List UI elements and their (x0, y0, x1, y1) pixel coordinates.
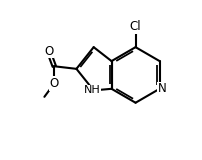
Text: Cl: Cl (130, 20, 141, 33)
Text: O: O (44, 45, 53, 58)
Text: O: O (50, 77, 59, 90)
Text: NH: NH (84, 85, 101, 95)
Text: N: N (158, 82, 167, 95)
